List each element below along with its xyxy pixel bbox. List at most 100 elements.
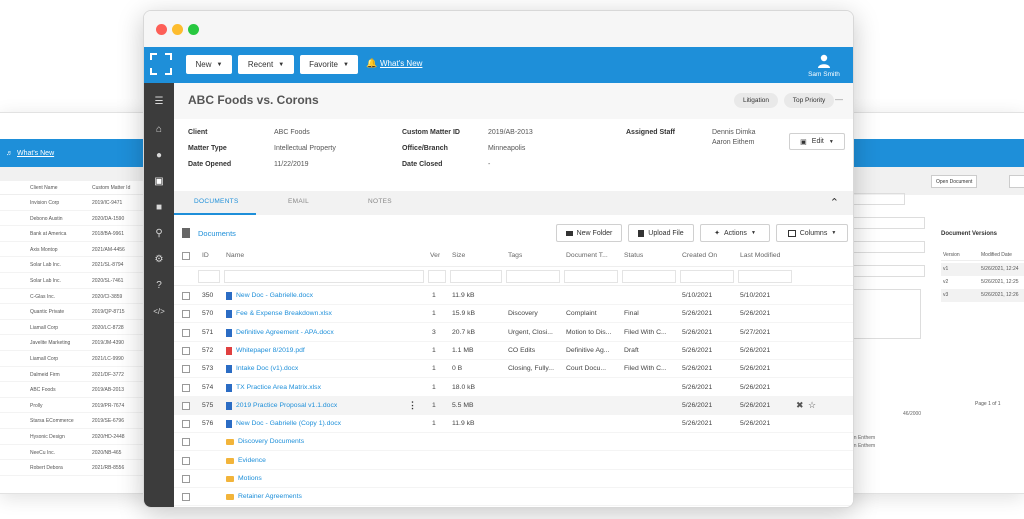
- filter-name[interactable]: [224, 270, 424, 283]
- table-row[interactable]: 573 1 0 B Closing, Fully... Court Docu... Fil…: [174, 360, 853, 379]
- background-right-field-1[interactable]: [845, 193, 905, 205]
- filter-ver[interactable]: [428, 270, 446, 283]
- filter-status[interactable]: [622, 270, 676, 283]
- doc-name-link[interactable]: 2019 Practice Proposal v1.1.docx: [236, 401, 338, 409]
- actions-button[interactable]: ✦ Actions ▼: [700, 224, 770, 242]
- doc-name-link[interactable]: Intake Doc (v1).docx: [236, 365, 299, 373]
- new-button[interactable]: New ▼: [186, 55, 232, 74]
- user-menu[interactable]: Sam Smith: [801, 53, 847, 78]
- row-checkbox[interactable]: [182, 328, 190, 337]
- trash-icon[interactable]: ✖: [796, 399, 804, 410]
- background-left-row[interactable]: Liamall Corp 2020/LC-8728: [0, 320, 149, 336]
- maximize-window-button[interactable]: [188, 24, 199, 35]
- background-left-whats-new[interactable]: What's New: [17, 149, 55, 157]
- background-left-row[interactable]: Javelite Marketing 2019/JM-4390: [0, 335, 149, 351]
- background-left-row[interactable]: ABC Foods 2019/AB-2013: [0, 382, 149, 398]
- folder-name-link[interactable]: Evidence: [238, 456, 266, 464]
- table-row[interactable]: 574 1 18.0 kB 5/26/2021 5/26/2021 TX Practice…: [174, 379, 853, 397]
- home-icon[interactable]: ⌂: [155, 124, 163, 135]
- col-document-type[interactable]: Document T...: [566, 252, 608, 259]
- folder-name-link[interactable]: Retainer Agreements: [238, 493, 302, 501]
- version-row[interactable]: v3 5/26/2021, 12:26: [941, 289, 1024, 302]
- open-document-button[interactable]: Open Document: [931, 175, 978, 188]
- folder-name-link[interactable]: Motions: [238, 475, 262, 482]
- recent-button[interactable]: Recent ▼: [238, 55, 294, 74]
- row-checkbox[interactable]: [182, 383, 190, 392]
- tag-litigation[interactable]: Litigation: [734, 93, 778, 108]
- row-checkbox[interactable]: [182, 346, 190, 355]
- row-menu-icon[interactable]: ⋮: [408, 399, 417, 410]
- background-left-row[interactable]: NeeCu Inc. 2020/NB-465: [0, 445, 149, 461]
- col-created-on[interactable]: Created On: [682, 252, 718, 259]
- background-left-row[interactable]: Axis Montop 2021/AM-4456: [0, 242, 149, 258]
- doc-name-link[interactable]: Fee & Expense Breakdown.xlsx: [236, 310, 332, 318]
- filter-doctype[interactable]: [564, 270, 618, 283]
- row-checkbox[interactable]: [182, 475, 190, 483]
- col-ver[interactable]: Ver: [430, 252, 441, 259]
- background-left-row[interactable]: C-Glas Inc. 2020/CI-3859: [0, 289, 149, 305]
- documents-title[interactable]: Documents: [198, 229, 236, 238]
- whats-new-link[interactable]: What's New: [380, 59, 423, 68]
- help-icon[interactable]: ?: [156, 280, 162, 291]
- background-left-row[interactable]: Prolly 2019/PR-7674: [0, 398, 149, 414]
- background-left-row[interactable]: Liamall Corp 2021/LC-9990: [0, 351, 149, 367]
- chevron-up-icon[interactable]: ⌃: [829, 197, 839, 209]
- table-row[interactable]: 575 1 5.5 MB 5/26/2021 5/26/2021 2019 Practic…: [174, 396, 853, 415]
- background-right-textarea[interactable]: [845, 289, 921, 339]
- row-checkbox[interactable]: [182, 365, 190, 374]
- filter-id[interactable]: [198, 270, 220, 283]
- col-id[interactable]: ID: [202, 252, 209, 259]
- background-left-row[interactable]: Robert Debora 2021/RB-8556: [0, 460, 149, 476]
- filter-size[interactable]: [450, 270, 502, 283]
- col-status[interactable]: Status: [624, 252, 644, 259]
- background-left-row[interactable]: Dalmeid Firm 2021/DF-3772: [0, 367, 149, 383]
- version-row[interactable]: v1 5/26/2021, 12:24: [941, 263, 1024, 276]
- folder-icon[interactable]: ■: [155, 202, 163, 213]
- folder-row[interactable]: Motions: [174, 470, 853, 488]
- col-tags[interactable]: Tags: [508, 252, 523, 259]
- version-row[interactable]: v2 5/26/2021, 12:25: [941, 276, 1024, 289]
- doc-name-link[interactable]: TX Practice Area Matrix.xlsx: [236, 383, 321, 391]
- row-checkbox[interactable]: [182, 310, 190, 319]
- settings-icon[interactable]: ⚙: [154, 254, 164, 265]
- row-checkbox[interactable]: [182, 438, 190, 447]
- tab-documents[interactable]: DOCUMENTS: [194, 198, 239, 205]
- background-left-row[interactable]: Invision Corp 2019/IC-9471: [0, 195, 149, 211]
- menu-icon[interactable]: ☰: [154, 96, 164, 107]
- row-checkbox[interactable]: [182, 493, 190, 502]
- folder-row[interactable]: Evidence: [174, 452, 853, 470]
- folder-row[interactable]: Retainer Agreements: [174, 488, 853, 507]
- table-row[interactable]: 570 1 15.9 kB Discovery Complaint Final 5/26/2…: [174, 305, 853, 324]
- col-last-modified[interactable]: Last Modified: [740, 252, 781, 259]
- contacts-icon[interactable]: ●: [155, 150, 163, 161]
- star-icon[interactable]: ☆: [808, 399, 817, 410]
- background-left-row[interactable]: Solar Lab Inc. 2021/SL-8794: [0, 257, 149, 273]
- app-logo-icon[interactable]: [150, 53, 172, 75]
- search-icon[interactable]: ⚲: [155, 228, 163, 239]
- briefcase-icon[interactable]: ▣: [154, 176, 164, 187]
- folder-name-link[interactable]: Discovery Documents: [238, 438, 305, 446]
- background-right-field-2[interactable]: [845, 217, 925, 229]
- background-right-extra-button[interactable]: [1009, 175, 1024, 188]
- tab-notes[interactable]: NOTES: [368, 198, 392, 205]
- doc-name-link[interactable]: New Doc - Gabrielle.docx: [236, 292, 314, 299]
- row-checkbox[interactable]: [182, 401, 190, 410]
- col-name[interactable]: Name: [226, 252, 245, 259]
- background-left-row[interactable]: Quantic Private 2019/QP-8715: [0, 304, 149, 320]
- doc-name-link[interactable]: Definitive Agreement - APA.docx: [236, 328, 334, 336]
- background-left-row[interactable]: Debono Austin 2020/DA-1590: [0, 211, 149, 227]
- background-right-field-4[interactable]: [845, 265, 925, 277]
- select-all-checkbox[interactable]: [182, 252, 190, 260]
- filter-created[interactable]: [680, 270, 734, 283]
- folder-row[interactable]: Discovery Documents: [174, 433, 853, 452]
- columns-button[interactable]: Columns ▼: [776, 224, 848, 242]
- table-row[interactable]: 576 1 11.9 kB 5/26/2021 5/26/2021 New Doc - G…: [174, 415, 853, 434]
- doc-name-link[interactable]: New Doc - Gabrielle (Copy 1).docx: [236, 420, 342, 428]
- row-checkbox[interactable]: [182, 456, 190, 465]
- doc-name-link[interactable]: Whitepaper 8/2019.pdf: [236, 346, 305, 354]
- minimize-window-button[interactable]: [172, 24, 183, 35]
- upload-file-button[interactable]: Upload File: [628, 224, 694, 242]
- favorite-button[interactable]: Favorite ▼: [300, 55, 358, 74]
- background-left-row[interactable]: Bank at America 2018/BA-9961: [0, 226, 149, 242]
- background-left-row[interactable]: Hysonic Design 2020/HD-2448: [0, 429, 149, 445]
